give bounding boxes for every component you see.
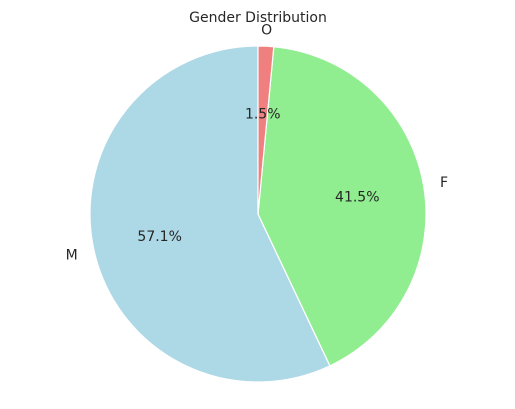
pie-slice-m — [89, 45, 331, 383]
category-label-m: M — [66, 248, 78, 264]
chart-title: Gender Distribution — [189, 10, 327, 26]
category-label-f: F — [440, 175, 448, 191]
percent-label-o: 1.5% — [245, 106, 281, 122]
percent-label-f: 41.5% — [335, 190, 379, 206]
pie-slice-f — [257, 46, 427, 367]
pie-labels: M 57.1% F 41.5% O 1.5% — [66, 22, 448, 263]
pie-slices — [89, 45, 427, 383]
pie-slice-o — [257, 45, 275, 215]
percent-label-m: 57.1% — [137, 229, 181, 245]
category-label-o: O — [261, 22, 272, 38]
